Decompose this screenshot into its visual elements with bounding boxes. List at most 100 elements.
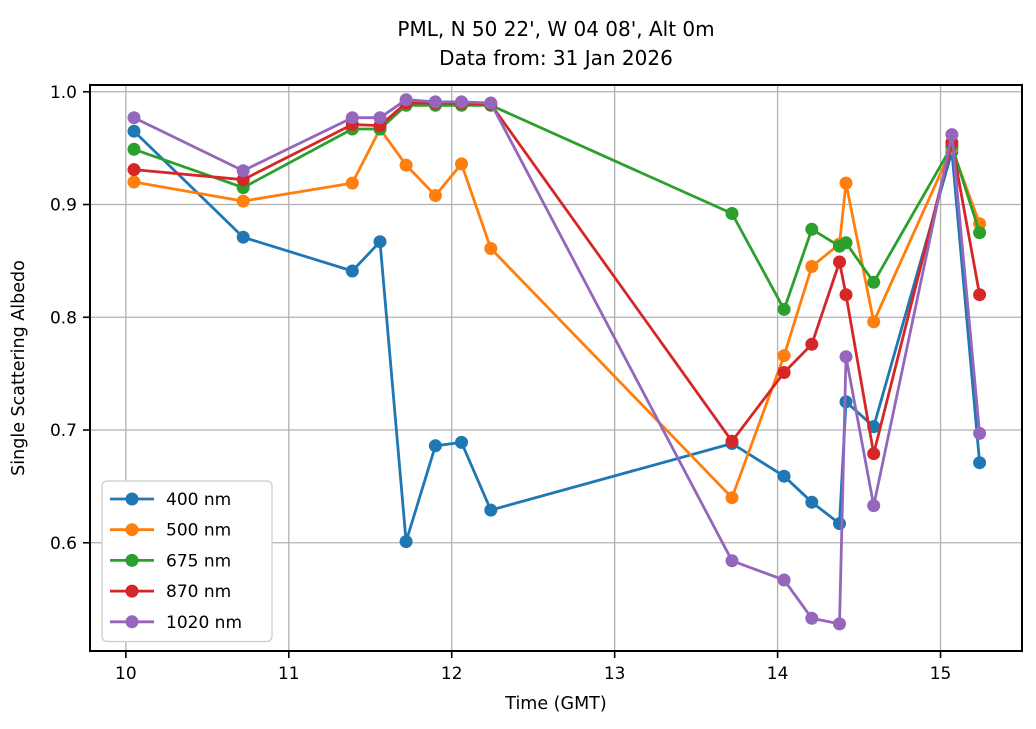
y-axis-label: Single Scattering Albedo [9, 260, 29, 476]
marker-400-nm-6 [455, 435, 468, 449]
y-tick-label-1: 1.0 [50, 83, 77, 103]
legend-marker-500-nm [125, 523, 139, 537]
y-tick-label-0.7: 0.7 [50, 421, 77, 441]
marker-675-nm-13 [867, 275, 881, 289]
marker-675-nm-10 [805, 222, 819, 236]
y-tick-label-0.9: 0.9 [50, 196, 77, 216]
marker-400-nm-15 [973, 456, 987, 470]
marker-400-nm-1 [236, 230, 250, 244]
legend-label-1020-nm: 1020 nm [166, 613, 242, 633]
legend-label-675-nm: 675 nm [166, 551, 231, 571]
marker-400-nm-11 [833, 517, 846, 531]
marker-1020-nm-1 [236, 164, 250, 178]
marker-870-nm-0 [127, 163, 141, 177]
legend-item-1020-nm: 1020 nm [110, 613, 242, 633]
series-400-nm [127, 124, 987, 549]
marker-1020-nm-7 [484, 96, 498, 110]
marker-675-nm-9 [777, 302, 791, 316]
marker-870-nm-9 [777, 366, 791, 379]
marker-870-nm-12 [839, 288, 853, 302]
marker-870-nm-15 [973, 288, 987, 302]
series-layer [127, 93, 987, 631]
ticks-layer: 10 11 12 13 14 15 0.6 0.7 0.8 0.9 1.0 [50, 83, 951, 684]
marker-675-nm-12 [839, 236, 853, 250]
marker-1020-nm-13 [867, 499, 881, 513]
marker-500-nm-13 [867, 315, 881, 329]
legend-label-870-nm: 870 nm [166, 582, 231, 602]
marker-1020-nm-3 [373, 111, 387, 125]
marker-400-nm-10 [805, 495, 819, 509]
marker-1020-nm-15 [973, 426, 987, 440]
chart-title-line2: Data from: 31 Jan 2026 [439, 46, 673, 70]
marker-400-nm-4 [399, 535, 413, 549]
line-675-nm [133, 103, 981, 311]
marker-500-nm-1 [236, 194, 250, 208]
marker-675-nm-8 [725, 207, 739, 220]
x-tick-label-15: 15 [930, 664, 952, 684]
marker-400-nm-0 [127, 124, 141, 138]
legend: 400 nm 500 nm 675 nm 870 nm 1020 nm [101, 480, 273, 643]
x-tick-label-12: 12 [441, 664, 463, 684]
marker-870-nm-8 [725, 434, 739, 448]
line-400-nm [133, 130, 981, 543]
marker-1020-nm-10 [805, 611, 819, 625]
legend-marker-1020-nm [125, 615, 139, 629]
line-870-nm [133, 101, 981, 456]
y-tick-label-0.8: 0.8 [50, 308, 77, 328]
legend-marker-400-nm [125, 492, 139, 506]
marker-400-nm-3 [373, 235, 387, 249]
marker-400-nm-2 [345, 264, 359, 278]
x-tick-label-14: 14 [767, 664, 789, 684]
marker-1020-nm-0 [127, 111, 141, 125]
marker-500-nm-10 [805, 260, 819, 273]
legend-label-500-nm: 500 nm [166, 521, 231, 541]
legend-marker-675-nm [125, 553, 139, 567]
legend-box [101, 480, 273, 643]
series-1020-nm [127, 93, 987, 631]
marker-500-nm-9 [777, 349, 791, 363]
line-500-nm [133, 127, 981, 500]
x-tick-label-11: 11 [278, 664, 300, 684]
marker-1020-nm-11 [833, 617, 846, 631]
marker-500-nm-4 [399, 158, 413, 172]
marker-1020-nm-6 [455, 95, 468, 109]
marker-500-nm-7 [484, 242, 498, 255]
series-870-nm [127, 96, 987, 461]
marker-500-nm-6 [455, 157, 468, 171]
series-675-nm [127, 98, 987, 316]
marker-400-nm-5 [428, 439, 442, 453]
marker-870-nm-11 [833, 255, 846, 269]
marker-1020-nm-14 [945, 128, 959, 142]
y-tick-label-0.6: 0.6 [50, 534, 77, 554]
x-axis-label: Time (GMT) [504, 694, 606, 714]
marker-400-nm-7 [484, 503, 498, 517]
x-tick-label-13: 13 [604, 664, 626, 684]
legend-item-675-nm: 675 nm [110, 551, 231, 571]
marker-1020-nm-9 [777, 573, 791, 587]
legend-marker-870-nm [125, 584, 139, 598]
marker-500-nm-0 [127, 175, 141, 189]
marker-675-nm-15 [973, 226, 987, 240]
marker-500-nm-12 [839, 176, 853, 190]
marker-870-nm-1 [236, 173, 250, 187]
marker-1020-nm-12 [839, 350, 853, 364]
marker-400-nm-9 [777, 469, 791, 483]
marker-675-nm-0 [127, 142, 141, 156]
marker-870-nm-13 [867, 447, 881, 461]
marker-1020-nm-4 [399, 93, 413, 107]
marker-1020-nm-5 [428, 95, 442, 109]
line-1020-nm [133, 98, 981, 626]
axes-spine [89, 84, 1023, 652]
marker-500-nm-2 [345, 176, 359, 190]
legend-item-500-nm: 500 nm [110, 521, 231, 541]
marker-500-nm-5 [428, 189, 442, 202]
marker-500-nm-8 [725, 491, 739, 505]
marker-1020-nm-2 [345, 111, 359, 125]
chart-title-line1: PML, N 50 22', W 04 08', Alt 0m [397, 17, 714, 41]
marker-1020-nm-8 [725, 554, 739, 568]
marker-870-nm-10 [805, 337, 819, 351]
x-tick-label-10: 10 [115, 664, 137, 684]
legend-item-870-nm: 870 nm [110, 582, 231, 602]
